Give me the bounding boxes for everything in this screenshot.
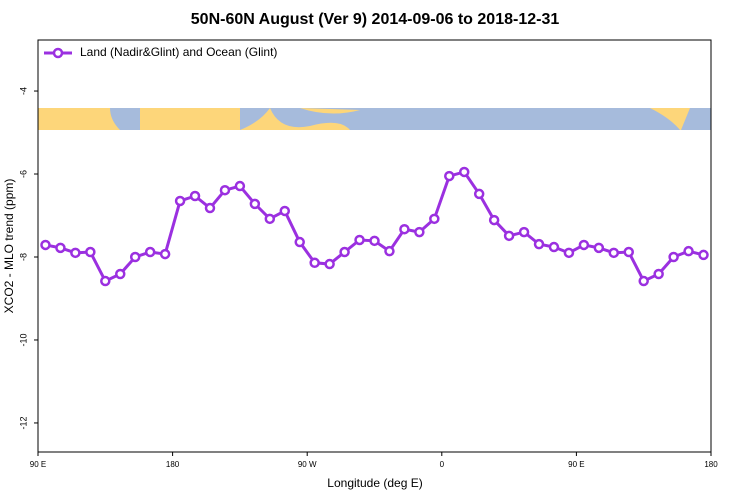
data-point (174, 195, 186, 207)
data-point (279, 205, 291, 217)
data-point (219, 184, 231, 196)
data-point (638, 275, 649, 287)
data-point (354, 234, 365, 246)
x-tick-label: 90 E (568, 460, 584, 469)
data-point (399, 223, 410, 235)
data-point (548, 241, 560, 253)
data-point (384, 245, 395, 257)
data-point (115, 268, 126, 280)
data-point (144, 246, 156, 258)
data-point (159, 248, 171, 260)
data-point (414, 226, 425, 238)
data-point (518, 226, 530, 238)
x-tick-label: 90 W (298, 460, 317, 469)
legend-label: Land (Nadir&Glint) and Ocean (Glint) (80, 45, 277, 59)
x-tick-label: 90 E (30, 460, 46, 469)
data-point (533, 238, 545, 250)
data-point (264, 213, 276, 225)
data-point (70, 247, 81, 259)
x-axis-label: Longitude (deg E) (327, 476, 422, 490)
y-tick-label: -12 (18, 416, 28, 429)
data-point (189, 190, 201, 202)
x-tick-label: 0 (440, 460, 445, 469)
x-tick-label: 180 (166, 460, 180, 469)
y-tick-label: -10 (18, 333, 28, 346)
data-point (85, 246, 96, 258)
data-point (369, 235, 380, 247)
data-point (578, 239, 590, 251)
data-point (324, 258, 335, 270)
data-point (623, 246, 634, 258)
data-point (458, 166, 470, 178)
data-point (503, 230, 515, 242)
data-point (100, 275, 111, 287)
data-point (129, 251, 141, 263)
y-axis-label: XCO2 - MLO trend (ppm) (2, 179, 16, 314)
y-tick-label: -4 (18, 87, 28, 95)
map-strip (38, 108, 711, 130)
plot-frame (37, 39, 712, 453)
data-point (40, 239, 51, 251)
data-point (204, 202, 216, 214)
data-point (429, 213, 440, 225)
data-point (294, 236, 305, 248)
data-point (473, 188, 485, 200)
data-point (55, 242, 66, 254)
y-tick-label: -8 (18, 253, 28, 261)
data-point (653, 268, 664, 280)
data-point (668, 251, 679, 263)
data-point (563, 247, 575, 259)
legend-marker (52, 47, 64, 59)
y-tick-label: -6 (18, 170, 28, 178)
x-tick-label: 180 (704, 460, 718, 469)
chart-title: 50N-60N August (Ver 9) 2014-09-06 to 201… (191, 11, 560, 28)
series-line (45, 170, 704, 284)
data-point (339, 246, 350, 258)
data-point (249, 198, 261, 210)
data-point (698, 249, 709, 261)
data-point (608, 247, 620, 259)
data-point (683, 245, 694, 257)
data-point (593, 242, 605, 254)
data-point (444, 170, 455, 182)
data-point (234, 180, 246, 192)
data-point (309, 257, 320, 269)
data-point (488, 214, 500, 226)
